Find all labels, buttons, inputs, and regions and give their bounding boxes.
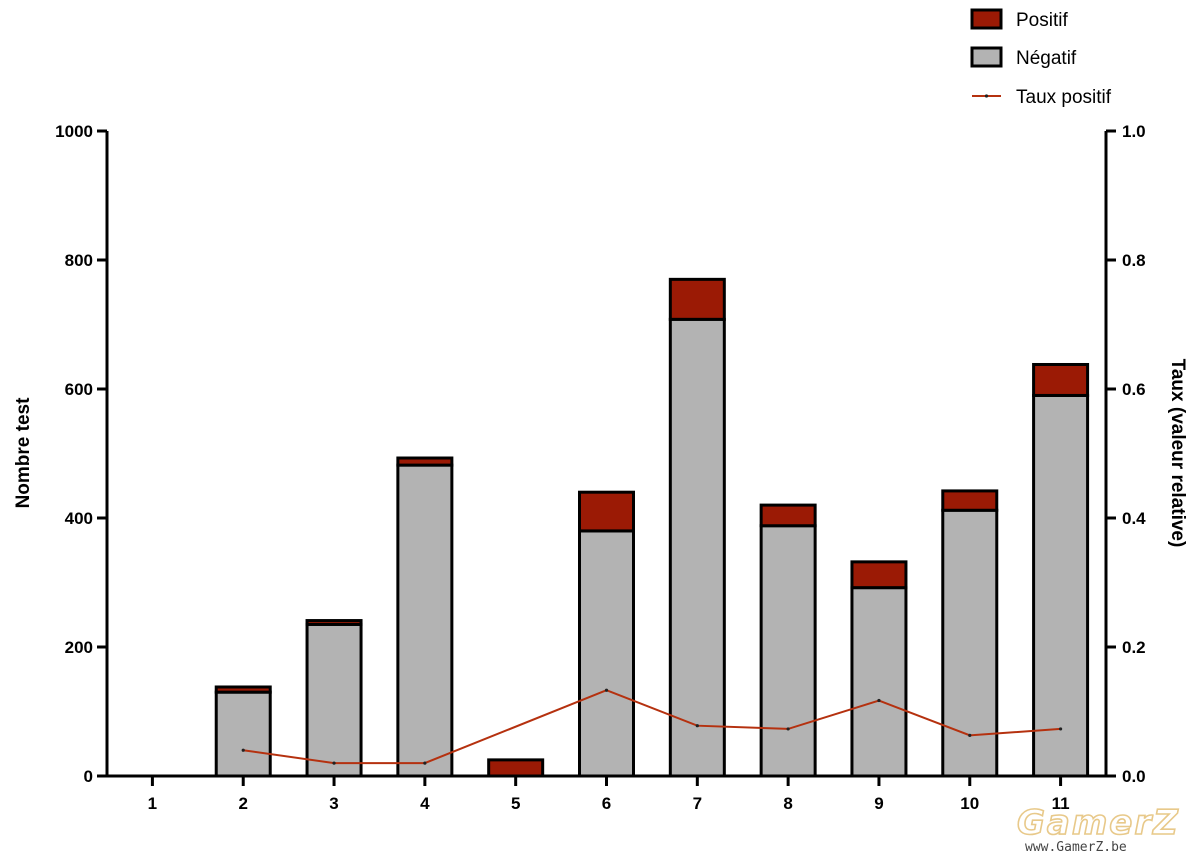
x-tick-label: 2 (238, 794, 247, 813)
x-tick-label: 5 (511, 794, 520, 813)
bar-positif-7 (668, 277, 726, 321)
bar-positif-8 (759, 503, 817, 528)
bar-negatif-8 (759, 524, 817, 778)
bar-negatif-9 (850, 586, 908, 778)
rate-point-11 (1058, 727, 1063, 731)
bar-positif-9 (850, 560, 908, 590)
y-axis-title: Nombre test (13, 397, 34, 509)
y2-tick-label: 0.6 (1122, 380, 1146, 399)
bar-negatif-4 (396, 463, 454, 778)
bar-negatif-3 (305, 622, 363, 778)
y2-tick-label: 1.0 (1122, 122, 1146, 141)
x-tick-label: 6 (602, 794, 611, 813)
y-tick-label: 400 (65, 509, 93, 528)
bar-positif-10 (941, 489, 999, 512)
bar-negatif-2 (214, 690, 272, 778)
x-tick-label: 10 (960, 794, 979, 813)
bar-positif-6 (578, 490, 635, 533)
x-tick-label: 9 (874, 794, 883, 813)
bar-positif-11 (1032, 362, 1090, 397)
legend-label-taux-positif: Taux positif (1016, 87, 1112, 108)
bar-negatif-10 (941, 508, 999, 778)
y-tick-label: 200 (65, 638, 93, 657)
watermark: GamerZ www.GamerZ.be (1016, 802, 1180, 855)
rate-point-8 (786, 727, 790, 731)
watermark-url: www.GamerZ.be (1025, 840, 1127, 855)
y2-tick-label: 0.0 (1122, 767, 1146, 786)
bar-negatif-7 (668, 317, 726, 778)
bars-layer (214, 277, 1090, 778)
rate-point-2 (241, 748, 245, 752)
x-tick-label: 11 (1052, 794, 1070, 813)
y2-tick-label: 0.2 (1122, 638, 1146, 657)
rate-point-6 (604, 688, 609, 692)
bar-negatif-11 (1032, 393, 1090, 778)
legend-swatch-dot (984, 94, 989, 98)
y-tick-label: 800 (65, 251, 93, 270)
y-tick-label: 600 (65, 380, 93, 399)
bar-positif-5 (487, 758, 545, 778)
watermark-logo: GamerZ (1017, 803, 1180, 843)
rate-point-4 (423, 761, 427, 765)
rate-point-3 (332, 761, 336, 765)
x-tick-label: 3 (329, 794, 338, 813)
legend-label-n-gatif: Négatif (1016, 48, 1077, 69)
rate-point-9 (877, 698, 881, 703)
y2-tick-label: 0.4 (1122, 509, 1146, 528)
x-tick-label: 4 (420, 794, 430, 813)
legend-label-positif: Positif (1016, 10, 1068, 31)
rate-point-7 (695, 724, 699, 728)
bar-negatif-6 (578, 529, 635, 778)
rate-line-layer (241, 688, 1063, 765)
legend: Positif Négatif Taux positif (970, 8, 1112, 108)
axes-layer: 0 200 400 600 800 1000 0.0 0.2 0.4 0.6 0.8 1.0 1 2 3 4 5… (55, 122, 1146, 813)
x-tick-label: 8 (783, 794, 792, 813)
bar-positif-4 (396, 456, 454, 467)
bar-positif-2 (214, 685, 272, 694)
y-tick-label: 0 (84, 767, 93, 786)
x-tick-label: 1 (148, 794, 157, 813)
legend-swatch-n-gatif (970, 46, 1003, 68)
x-tick-label: 7 (693, 794, 702, 813)
bar-positif-3 (305, 619, 363, 626)
line-taux-positif (243, 689, 1061, 765)
y-tick-label: 1000 (55, 122, 93, 141)
rate-point-10 (968, 733, 972, 737)
y2-tick-label: 0.8 (1122, 251, 1146, 270)
legend-swatch-positif (970, 8, 1003, 30)
y2-axis-title: Taux (valeur relative) (1167, 359, 1188, 548)
